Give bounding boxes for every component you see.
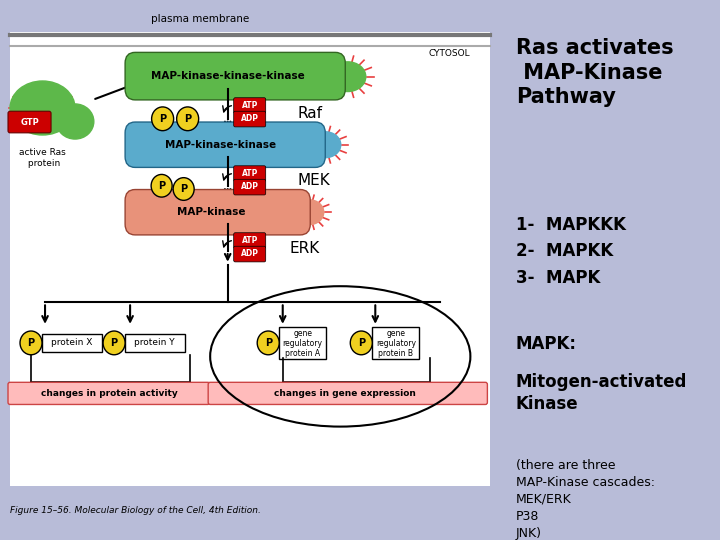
FancyBboxPatch shape [234,166,266,181]
FancyBboxPatch shape [10,32,490,486]
Circle shape [173,178,194,200]
Text: P: P [180,184,187,194]
Text: MAP-kinase-kinase: MAP-kinase-kinase [165,140,276,150]
Text: Ras activates
 MAP-Kinase
Pathway: Ras activates MAP-Kinase Pathway [516,38,673,107]
FancyBboxPatch shape [279,327,326,359]
Text: 1-  MAPKKK
2-  MAPKK
3-  MAPK: 1- MAPKKK 2- MAPKK 3- MAPK [516,216,626,287]
FancyBboxPatch shape [208,382,487,404]
Text: ATP: ATP [241,236,258,245]
Text: MEK: MEK [298,173,330,188]
Text: active Ras
 protein: active Ras protein [19,148,66,168]
Circle shape [176,107,199,131]
Text: ATP: ATP [241,101,258,110]
FancyBboxPatch shape [234,98,266,113]
FancyBboxPatch shape [234,233,266,248]
Ellipse shape [10,81,75,135]
FancyBboxPatch shape [8,382,210,404]
Circle shape [257,331,279,355]
Text: MAP-kinase-kinase-kinase: MAP-kinase-kinase-kinase [150,71,305,81]
FancyBboxPatch shape [125,190,310,235]
FancyBboxPatch shape [125,122,325,167]
Text: Raf: Raf [298,106,323,121]
Text: Figure 15–56. Molecular Biology of the Cell, 4th Edition.: Figure 15–56. Molecular Biology of the C… [10,506,261,515]
FancyBboxPatch shape [8,111,51,133]
FancyBboxPatch shape [42,334,102,352]
Ellipse shape [310,132,341,158]
Text: P: P [184,114,192,124]
FancyBboxPatch shape [125,334,184,352]
Ellipse shape [294,200,324,225]
Text: P: P [158,181,165,191]
Circle shape [151,174,172,197]
FancyBboxPatch shape [125,52,346,100]
Circle shape [103,331,125,355]
Text: P: P [358,338,365,348]
Text: P: P [111,338,117,348]
Text: protein X: protein X [51,339,92,347]
Circle shape [152,107,174,131]
Text: (there are three
MAP-Kinase cascades:
MEK/ERK
P38
JNK): (there are three MAP-Kinase cascades: ME… [516,459,654,540]
Text: P: P [27,338,35,348]
Text: MAPK:: MAPK: [516,335,577,353]
Text: ERK: ERK [289,241,320,256]
Ellipse shape [56,104,94,139]
FancyBboxPatch shape [234,179,266,195]
Text: GTP: GTP [20,118,39,126]
Text: changes in protein activity: changes in protein activity [41,389,177,398]
Circle shape [20,331,42,355]
Text: protein Y: protein Y [135,339,175,347]
Text: ADP: ADP [240,183,258,191]
Circle shape [350,331,372,355]
Ellipse shape [330,62,366,91]
FancyBboxPatch shape [234,246,266,262]
Text: gene
regulatory
protein B: gene regulatory protein B [376,328,416,359]
Text: changes in gene expression: changes in gene expression [274,389,416,398]
Text: MAP-kinase: MAP-kinase [177,207,246,217]
Text: CYTOSOL: CYTOSOL [428,50,470,58]
Text: ATP: ATP [241,169,258,178]
Text: ADP: ADP [240,114,258,123]
Text: P: P [265,338,271,348]
Text: Mitogen-activated
Kinase: Mitogen-activated Kinase [516,373,687,413]
Text: ADP: ADP [240,249,258,258]
Text: gene
regulatory
protein A: gene regulatory protein A [283,328,323,359]
FancyBboxPatch shape [234,111,266,127]
FancyBboxPatch shape [372,327,419,359]
Text: plasma membrane: plasma membrane [151,14,249,24]
Text: P: P [159,114,166,124]
